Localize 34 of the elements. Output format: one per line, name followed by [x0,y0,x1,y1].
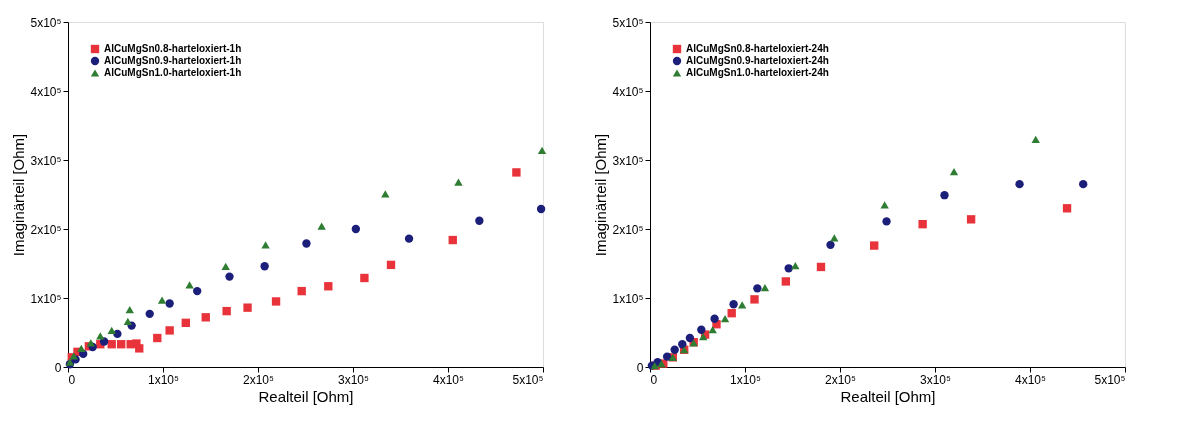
x-axis-title: Realteil [Ohm] [840,387,936,405]
x-tick-label: 3x10⁵ [338,372,370,387]
x-tick-label: 4x10⁵ [433,372,465,387]
y-tick-label: 5x10⁵ [612,15,644,30]
x-tick-label: 5x10⁵ [512,372,544,387]
y-tick-label: 2x10⁵ [612,222,644,237]
x-tick-label: 1x10⁵ [730,372,762,387]
x-axis-title: Realteil [Ohm] [258,387,354,405]
y-tick-label: 3x10⁵ [612,153,644,168]
x-tick-label: 0 [68,372,76,387]
x-tick-label: 2x10⁵ [825,372,857,387]
legend-label: AlCuMgSn0.8-harteloxiert-1h [104,43,242,54]
x-tick-label: 2x10⁵ [243,372,275,387]
x-tick-label: 4x10⁵ [1015,372,1047,387]
legend-label: AlCuMgSn0.9-harteloxiert-24h [686,55,829,66]
legend-label: AlCuMgSn1.0-harteloxiert-24h [686,67,829,78]
y-tick-label: 4x10⁵ [30,84,62,99]
legend-label: AlCuMgSn1.0-harteloxiert-1h [104,67,242,78]
x-tick-label: 1x10⁵ [148,372,180,387]
x-tick-label: 5x10⁵ [1094,372,1126,387]
x-tick-label: 0 [650,372,658,387]
y-tick-label: 1x10⁵ [612,291,644,306]
y-tick-label: 0 [636,360,644,375]
y-axis-title: Imaginärteil [Ohm] [591,133,609,257]
y-tick-label: 2x10⁵ [30,222,62,237]
y-tick-label: 0 [54,360,62,375]
y-tick-label: 4x10⁵ [612,84,644,99]
legend-label: AlCuMgSn0.8-harteloxiert-24h [686,43,829,54]
y-tick-label: 5x10⁵ [30,15,62,30]
legend-label: AlCuMgSn0.9-harteloxiert-1h [104,55,242,66]
x-tick-label: 3x10⁵ [920,372,952,387]
y-axis-title: Imaginärteil [Ohm] [9,133,27,257]
y-tick-label: 1x10⁵ [30,291,62,306]
y-tick-label: 3x10⁵ [30,153,62,168]
